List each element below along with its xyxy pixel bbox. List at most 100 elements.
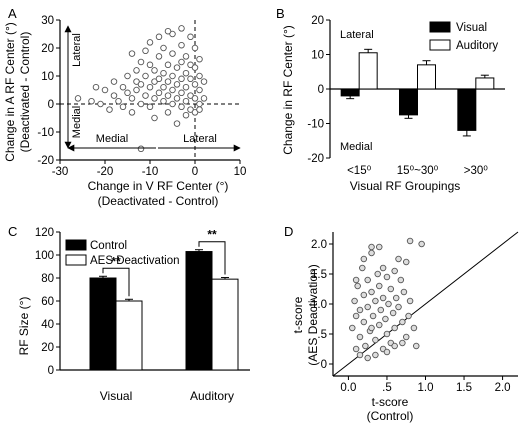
panel-d-point — [379, 294, 387, 302]
panel-d-point — [368, 243, 375, 251]
panel-d-point — [360, 255, 368, 263]
panel-a-point — [142, 72, 149, 80]
panel-a-xtick-label: -10 — [142, 166, 159, 178]
panel-a-point — [191, 95, 199, 102]
panel-a-point — [119, 83, 127, 91]
significance-bracket — [102, 267, 130, 297]
panel-a-point — [178, 25, 185, 32]
panel-c-ytick-label: 20 — [41, 342, 54, 354]
panel-a-point — [92, 83, 100, 91]
panel-d-point — [383, 348, 391, 356]
panel-a-ytick-label: 20 — [41, 43, 54, 55]
legend-label-aes: AES Deactivation — [90, 255, 180, 267]
panel-a-ytick-label: -10 — [37, 127, 54, 139]
panel-d-point — [360, 291, 368, 299]
panel-a-point — [151, 67, 158, 74]
panel-d-point — [385, 300, 392, 308]
panel-a-point — [178, 75, 185, 83]
panel-d-point — [376, 321, 383, 329]
panel-a-point — [187, 75, 194, 83]
panel-a-point — [133, 78, 140, 85]
panel-d-point — [362, 342, 369, 350]
panel-b-bar — [417, 64, 436, 90]
panel-c-ytick-label: 40 — [41, 319, 54, 331]
panel-a-point — [88, 97, 95, 105]
panel-d-point — [399, 318, 406, 326]
panel-d-point — [372, 336, 379, 344]
panel-a-xtick-label: -30 — [52, 166, 69, 178]
panel-d-xtick-label: 2.0 — [495, 382, 511, 394]
annot-medial: Medial — [340, 141, 372, 153]
annot-x-lateral: Lateral — [183, 133, 217, 145]
panel-b-ytick-label: -10 — [307, 119, 324, 131]
panel-d-point — [406, 237, 414, 245]
panel-b-bar — [340, 88, 360, 97]
panel-b-ytick-label: 20 — [311, 15, 324, 27]
panel-a-point — [142, 92, 149, 99]
panel-d-point — [352, 276, 360, 284]
panel-b-ytick-label: 0 — [318, 84, 324, 96]
panel-c-bar — [115, 300, 143, 371]
panel-a-point — [164, 61, 172, 69]
panel-d-point — [400, 288, 408, 296]
panel-a-point — [128, 50, 136, 57]
panel-a-point — [160, 83, 167, 91]
panel-d-xlabel2: (Control) — [367, 409, 414, 423]
panel-d-point — [360, 318, 368, 326]
panel-a-point — [187, 33, 194, 41]
panel-b-category-label: >30⁰ — [464, 165, 489, 177]
panel-d-point — [364, 354, 371, 362]
panel-a-point — [128, 109, 136, 116]
panel-a-point — [182, 111, 190, 119]
panel-d-xlabel: t-score — [372, 395, 409, 409]
panel-a-point — [173, 64, 181, 71]
panel-a-point — [119, 103, 127, 111]
panel-a-point — [182, 53, 190, 60]
panel-a-label: A — [8, 6, 17, 21]
panel-d-point — [391, 342, 398, 350]
legend-swatch-control — [65, 239, 87, 251]
panel-d-point — [379, 264, 387, 272]
legend-swatch-aes — [65, 254, 87, 266]
panel-d-point — [395, 255, 402, 263]
panel-d-ytick-label: 1.0 — [311, 299, 327, 311]
panel-a-point — [182, 83, 190, 91]
panel-c-bars — [89, 249, 239, 371]
panel-c-significance: ** ** — [102, 228, 226, 297]
panel-d-point — [374, 270, 381, 278]
panel-d-xtick-label: 1.0 — [418, 382, 434, 394]
panel-a-point — [151, 114, 158, 122]
panel-c-ytick-label: 80 — [41, 273, 54, 285]
panel-a-ytick-label: 10 — [41, 71, 54, 83]
panel-d-points — [349, 237, 425, 362]
panel-d-point — [397, 276, 405, 284]
panel-d-label: D — [284, 224, 293, 239]
panel-d-point — [405, 312, 412, 320]
panel-a-point — [196, 106, 203, 113]
significance-bracket — [198, 241, 226, 275]
legend-swatch-visual — [429, 21, 451, 33]
panel-d-point — [418, 240, 425, 248]
panel-a-point — [101, 86, 109, 94]
panel-a-point — [187, 92, 194, 99]
panel-c-bar — [185, 251, 213, 371]
panel-d-point — [391, 267, 398, 275]
panel-a-point — [191, 109, 199, 116]
panel-d-point — [368, 324, 375, 332]
panel-d-point — [377, 306, 385, 314]
panel-c-category-label: Visual — [100, 389, 132, 403]
panel-c-ytick-label: 60 — [41, 296, 54, 308]
panel-d-point — [356, 306, 364, 314]
panel-d-point — [354, 282, 361, 290]
panel-d-point — [364, 303, 371, 311]
panel-b-bar — [457, 88, 477, 131]
panel-a-points — [74, 25, 208, 153]
panel-a-point — [169, 72, 176, 80]
significance-stars: ** — [111, 254, 121, 268]
panel-a-point — [128, 95, 136, 102]
panel-a-point — [137, 100, 145, 108]
panel-a-point — [137, 81, 145, 88]
panel-a-point — [97, 100, 104, 108]
